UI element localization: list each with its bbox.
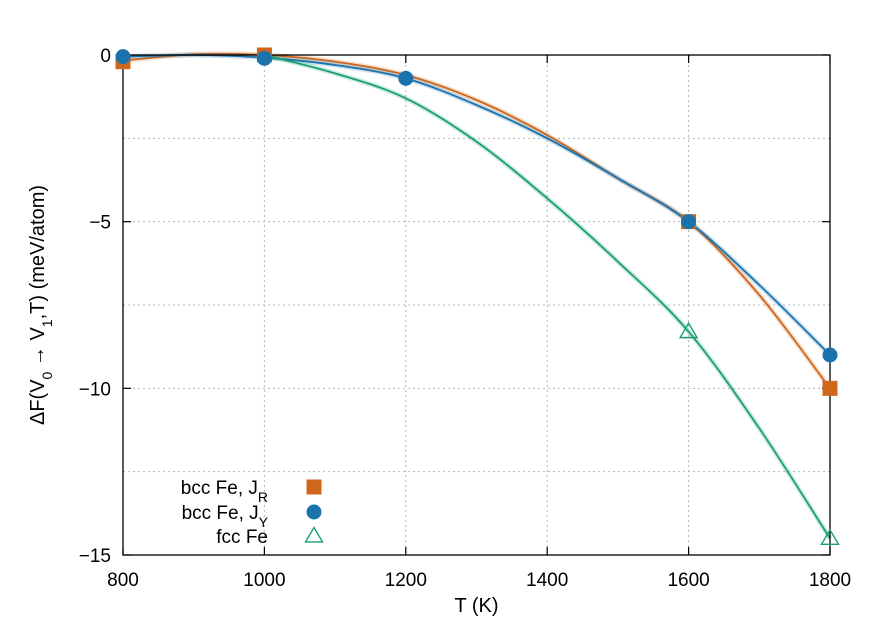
legend-marker-2 <box>304 526 324 543</box>
x-tick-label-1000: 1000 <box>243 570 285 591</box>
y-tick-label-2: −10 <box>79 379 111 400</box>
x-tick-label-1800: 1800 <box>809 570 851 591</box>
y-axis-label-lhs: ΔF(V <box>27 379 49 425</box>
series-lines <box>122 51 833 540</box>
y-axis-label-sub1: 1 <box>39 319 55 327</box>
x-axis-label: T (K) <box>454 595 498 617</box>
legend-label-sub-1: Y <box>259 514 269 530</box>
data-point-s1-0 <box>115 49 131 65</box>
y-tick-label-1: −5 <box>89 213 111 234</box>
ticks: 800 1000 1200 1400 1600 1800 0 −5 −10 −15 <box>79 46 851 591</box>
x-tick-label-1600: 1600 <box>667 570 709 591</box>
data-point-s2-1 <box>820 528 840 545</box>
legend-label-sub-0: R <box>258 489 268 505</box>
data-point-s1-3 <box>681 214 697 230</box>
x-tick-label-1200: 1200 <box>385 570 427 591</box>
legend-label-main-2: fcc Fe <box>216 527 268 548</box>
y-axis-label-rhs: ,T) (meV/atom) <box>27 185 49 319</box>
plot-frame <box>122 54 831 556</box>
legend-label-main-1: bcc Fe, J <box>182 503 259 524</box>
legend-marker-1 <box>306 504 322 520</box>
y-axis-label-arrow: → V <box>27 327 49 372</box>
x-tick-label-1400: 1400 <box>526 570 568 591</box>
legend-marker-0 <box>306 479 322 495</box>
legend-label-1: bcc Fe, JY <box>182 503 269 530</box>
y-tick-label-3: −15 <box>79 546 111 567</box>
legend-label-main-0: bcc Fe, J <box>181 478 258 499</box>
grid <box>123 55 830 555</box>
data-point-s0-3 <box>822 380 838 396</box>
markers <box>115 47 840 545</box>
y-tick-label-0: 0 <box>100 46 111 67</box>
data-point-s2-0 <box>678 321 699 339</box>
y-axis-label: ΔF(V0 → V1,T) (meV/atom) <box>27 185 55 425</box>
legend-label-0: bcc Fe, JR <box>181 478 268 505</box>
y-axis-label-sub0: 0 <box>39 371 55 379</box>
series-line-1 <box>122 54 831 356</box>
data-point-s1-2 <box>398 70 414 86</box>
legend-label-2: fcc Fe <box>216 527 268 548</box>
series-line-2 <box>264 54 831 539</box>
x-tick-label-800: 800 <box>107 570 139 591</box>
data-point-s1-1 <box>256 50 272 66</box>
data-point-s1-4 <box>822 347 838 363</box>
